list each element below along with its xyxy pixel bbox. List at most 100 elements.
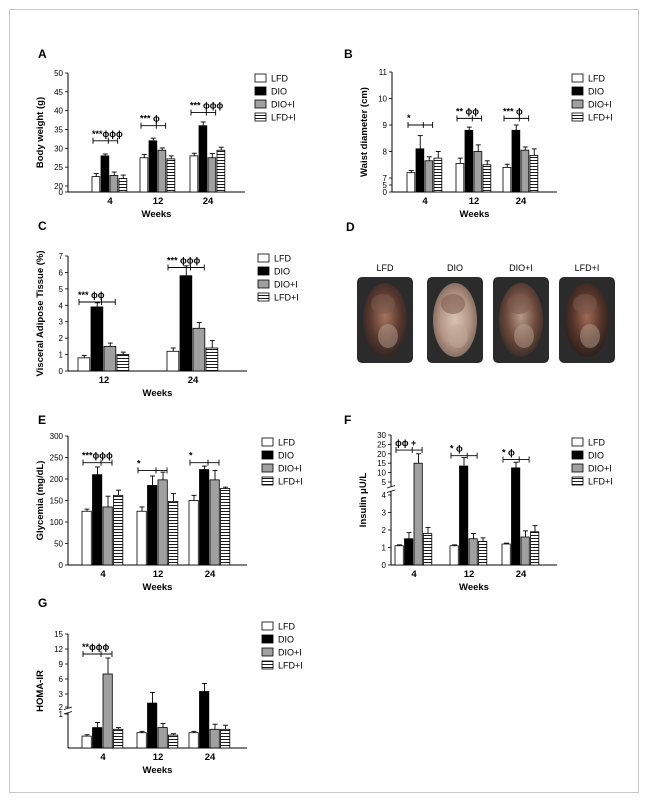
y-axis-label: Visceral Adipose Tissue (%) bbox=[35, 250, 46, 376]
y-tick-label: 1 bbox=[382, 544, 387, 553]
sig-annotation: *** ϕϕϕ bbox=[167, 256, 200, 266]
bar-lfd-24 bbox=[501, 543, 511, 566]
bar-lfd-i-12 bbox=[168, 734, 179, 749]
y-tick-label: 10 bbox=[378, 95, 387, 104]
y-tick-label: 5 bbox=[59, 285, 64, 294]
bar-dio-12 bbox=[147, 702, 158, 749]
y-tick-label: 30 bbox=[54, 144, 63, 153]
bar-lfd-i-4 bbox=[118, 178, 128, 193]
y-tick-label: 5 bbox=[383, 181, 388, 190]
sig-annotation: **ϕϕϕ bbox=[82, 642, 109, 652]
bar-lfd-24 bbox=[189, 155, 199, 193]
y-tick-label: 0 bbox=[59, 367, 64, 376]
photo-organ bbox=[448, 324, 468, 348]
bar-dio-24 bbox=[199, 691, 210, 749]
bar-dio-i-12 bbox=[157, 479, 168, 566]
axis-break-gap bbox=[387, 486, 395, 492]
legend-swatch bbox=[261, 647, 274, 657]
bar-dio-i-12 bbox=[157, 727, 168, 749]
y-axis-label: HOMA-IR bbox=[35, 670, 46, 712]
bar-dio-4 bbox=[92, 474, 103, 566]
sig-annotation: *** ϕϕ bbox=[78, 290, 105, 300]
bar-lfd-4 bbox=[81, 510, 92, 566]
bar-lfd-4 bbox=[406, 172, 416, 193]
legend-swatch bbox=[261, 450, 274, 460]
bar-dio-i-12 bbox=[473, 151, 483, 193]
sig-annotation: ***ϕϕϕ bbox=[82, 451, 113, 461]
y-tick-label: 5 bbox=[382, 478, 387, 487]
legend-swatch bbox=[261, 634, 274, 644]
y-axis-label: Body weight (g) bbox=[35, 97, 46, 168]
legend-label: DIO+I bbox=[278, 464, 302, 474]
legend-swatch bbox=[261, 660, 274, 670]
y-tick-label: 4 bbox=[59, 301, 64, 310]
legend-swatch bbox=[254, 112, 267, 122]
bar-dio-i-24 bbox=[209, 479, 220, 566]
photo-organ bbox=[441, 294, 465, 314]
bar-dio-24 bbox=[199, 469, 210, 566]
legend-label: LFD bbox=[588, 438, 606, 448]
legend-swatch bbox=[261, 437, 274, 447]
x-tick-label: 12 bbox=[153, 196, 164, 207]
bar-lfd-4 bbox=[91, 176, 101, 193]
legend-swatch bbox=[261, 463, 274, 473]
y-tick-label: 30 bbox=[377, 431, 386, 440]
bar-dio-24 bbox=[511, 129, 521, 193]
y-tick-label: 0 bbox=[59, 188, 64, 197]
x-axis-label: Weeks bbox=[143, 765, 173, 776]
bar-lfd-12 bbox=[136, 732, 147, 749]
legend-label: DIO+I bbox=[588, 464, 612, 474]
bar-lfd-i-24 bbox=[220, 488, 231, 566]
bar-dio-12 bbox=[147, 485, 158, 566]
x-tick-label: 12 bbox=[469, 196, 480, 207]
bar-dio-4 bbox=[100, 155, 110, 193]
bar-dio-12 bbox=[90, 306, 104, 372]
bar-lfd-i-24 bbox=[205, 347, 219, 372]
legend-swatch bbox=[254, 86, 267, 96]
x-axis-label: Weeks bbox=[142, 209, 172, 220]
bar-dio-i-4 bbox=[109, 175, 119, 193]
x-tick-label: 4 bbox=[411, 569, 417, 580]
legend-swatch bbox=[254, 73, 267, 83]
y-tick-label: 2 bbox=[59, 334, 64, 343]
y-tick-label: 250 bbox=[50, 454, 64, 463]
legend-label: LFD+I bbox=[271, 113, 296, 123]
legend-label: DIO bbox=[588, 451, 604, 461]
legend-swatch bbox=[261, 476, 274, 486]
bar-lfd-12 bbox=[449, 545, 459, 566]
legend-label: DIO+I bbox=[278, 648, 302, 658]
bar-lfd-12 bbox=[136, 510, 147, 566]
sig-annotation: *** ϕ bbox=[140, 114, 160, 124]
x-tick-label: 24 bbox=[516, 569, 527, 580]
bar-dio-4 bbox=[415, 148, 425, 193]
legend-swatch bbox=[257, 279, 270, 289]
bar-lfd-i-12 bbox=[116, 354, 130, 372]
bar-lfd-4 bbox=[81, 735, 92, 749]
panel-label-e: E bbox=[38, 413, 46, 427]
y-tick-label: 7 bbox=[383, 174, 388, 183]
x-tick-label: 4 bbox=[422, 196, 428, 207]
legend-label: DIO bbox=[274, 267, 290, 277]
chart-g: G 12 3 6 9 12 15 HOMA-IR Weeks 4 12 24 **ϕϕϕ LFD DIO DI… bbox=[35, 596, 303, 776]
chart-a: A 020 25 30 35 40 45 50 Body weight (g) Weeks 4 12 2… bbox=[35, 47, 296, 220]
y-tick-label: 6 bbox=[59, 675, 64, 684]
bar-lfd-12 bbox=[455, 163, 465, 193]
sig-annotation: * ϕ bbox=[450, 444, 463, 454]
y-tick-label: 50 bbox=[54, 540, 63, 549]
photo-label: DIO+I bbox=[509, 263, 533, 273]
sig-annotation: *** ϕϕϕ bbox=[190, 101, 223, 111]
x-tick-label: 4 bbox=[100, 752, 106, 763]
axis-break-gap bbox=[64, 708, 72, 713]
photo-dio-i: DIO+I bbox=[493, 263, 549, 363]
sig-annotation: * bbox=[407, 113, 411, 123]
y-tick-label: 3 bbox=[59, 690, 64, 699]
photo-organ bbox=[573, 294, 597, 314]
photo-label: DIO bbox=[447, 263, 463, 273]
y-tick-label: 50 bbox=[54, 69, 63, 78]
bar-dio-4 bbox=[404, 538, 414, 566]
photo-label: LFD+I bbox=[575, 263, 600, 273]
photo-lfd-i: LFD+I bbox=[559, 263, 615, 363]
legend-swatch bbox=[254, 99, 267, 109]
